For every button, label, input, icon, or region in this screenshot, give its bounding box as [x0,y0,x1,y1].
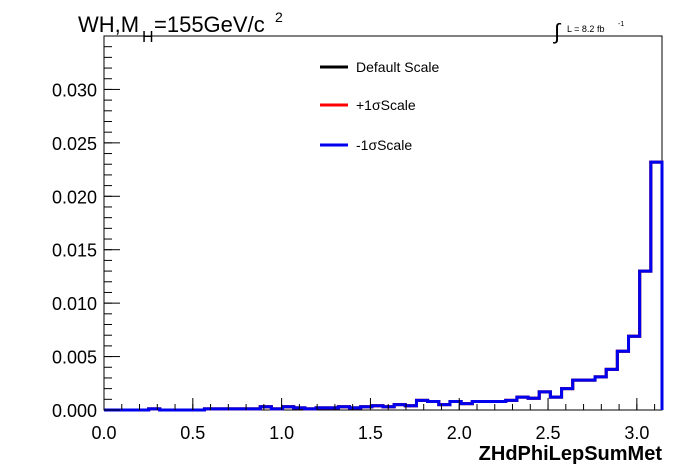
chart-title-subscript: H [142,29,154,46]
x-tick-label: 3.0 [624,423,649,443]
x-tick-label: 1.5 [358,423,383,443]
lumi-superscript: -1 [618,21,624,28]
legend-label: -1σScale [356,137,412,153]
y-tick-label: 0.005 [52,348,97,368]
y-axis: 0.000 0.005 0.010 0.015 0.020 0.025 0.030 [52,35,120,421]
y-tick-label: 0.025 [52,134,97,154]
y-tick-label: 0.000 [52,401,97,421]
x-tick-label: 2.5 [536,423,561,443]
x-tick-label: 1.0 [269,423,294,443]
integral-symbol: ∫ [552,19,562,44]
legend: Default Scale +1σScale -1σScale [320,59,439,153]
x-axis-title: ZHdPhiLepSumMet [479,443,663,465]
y-tick-label: 0.030 [52,80,97,100]
series-lines [104,160,664,412]
chart-title: WH,M [78,12,139,37]
lumi-label: L = 8.2 fb [567,24,604,34]
x-tick-label: 0.5 [180,423,205,443]
y-tick-label: 0.020 [52,187,97,207]
series-line [104,160,664,412]
x-tick-label: 0.0 [91,423,116,443]
chart-title-rest: =155GeV/c [154,12,265,37]
x-axis: 0.0 0.5 1.0 1.5 2.0 2.5 3.0 [91,398,656,443]
x-tick-label: 2.0 [447,423,472,443]
y-tick-label: 0.010 [52,294,97,314]
chart-title-superscript: 2 [275,9,283,25]
legend-label: Default Scale [356,59,439,75]
y-tick-label: 0.015 [52,241,97,261]
legend-label: +1σScale [356,97,416,113]
